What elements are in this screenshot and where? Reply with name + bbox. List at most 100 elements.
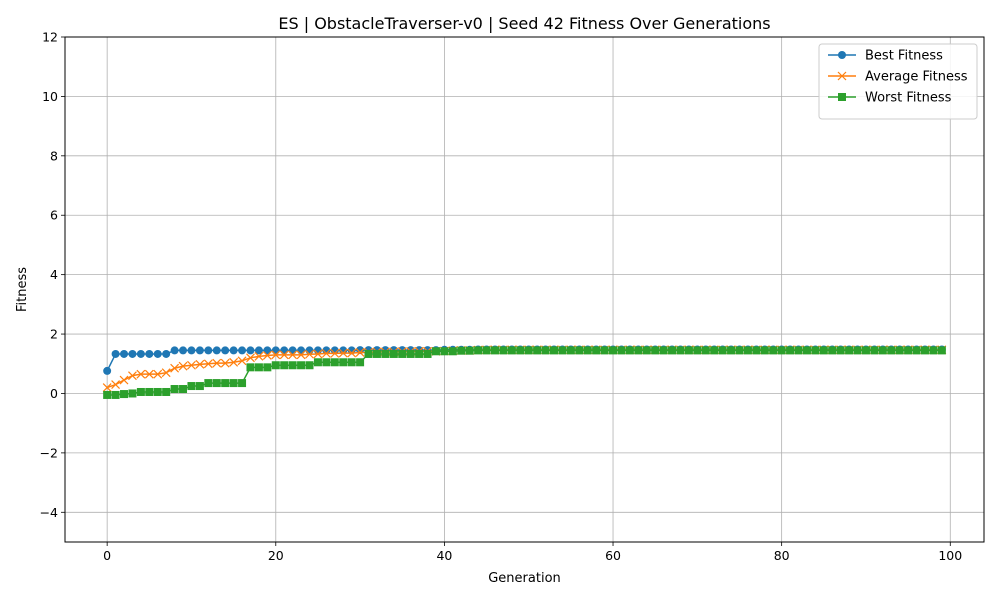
data-point-average-fitness	[262, 351, 272, 360]
data-point-best-fitness	[330, 346, 339, 355]
data-point-worst-fitness	[845, 346, 854, 355]
y-tick-label: 2	[50, 327, 58, 342]
data-point-worst-fitness	[920, 346, 929, 355]
data-point-worst-fitness	[743, 346, 752, 355]
data-point-worst-fitness	[794, 346, 803, 355]
data-point-worst-fitness	[313, 358, 322, 367]
data-point-best-fitness	[136, 349, 145, 358]
data-point-worst-fitness	[221, 379, 230, 388]
data-point-average-fitness	[246, 353, 255, 363]
data-point-worst-fitness	[195, 382, 204, 391]
legend-item: Worst Fitness	[828, 91, 952, 106]
series-line-worst-fitness	[107, 349, 942, 396]
legend-item: Best Fitness	[828, 49, 943, 64]
legend-item: Average Fitness	[828, 70, 968, 85]
data-point-average-fitness	[347, 348, 357, 358]
y-tick-label: 6	[50, 208, 58, 223]
data-point-worst-fitness	[431, 347, 440, 356]
data-point-worst-fitness	[372, 349, 381, 358]
data-point-worst-fitness	[103, 390, 112, 399]
data-point-average-fitness	[153, 369, 163, 379]
series-layer	[102, 345, 947, 399]
data-point-worst-fitness	[212, 379, 221, 388]
data-point-worst-fitness	[204, 379, 213, 388]
legend: Best Fitness Average Fitness Worst Fitness	[818, 43, 978, 120]
data-point-best-fitness	[145, 349, 154, 358]
data-point-average-fitness	[102, 383, 112, 392]
data-point-worst-fitness	[777, 346, 786, 355]
chart-title: ES | ObstacleTraverser-v0 | Seed 42 Fitn…	[278, 14, 770, 33]
data-point-worst-fitness	[187, 382, 196, 391]
data-point-best-fitness	[254, 346, 263, 355]
data-point-best-fitness	[204, 346, 213, 355]
y-tick-label: −4	[40, 505, 58, 520]
data-point-average-fitness	[321, 348, 331, 358]
data-point-worst-fitness	[111, 390, 120, 399]
data-point-best-fitness	[120, 349, 129, 358]
data-point-worst-fitness	[246, 363, 255, 372]
data-point-worst-fitness	[870, 346, 879, 355]
data-point-worst-fitness	[423, 349, 432, 358]
data-point-average-fitness	[229, 357, 239, 367]
data-point-average-fitness	[203, 359, 213, 369]
data-point-worst-fitness	[263, 363, 272, 372]
legend-box	[818, 43, 978, 120]
data-point-worst-fitness	[819, 346, 828, 355]
data-point-worst-fitness	[929, 346, 938, 355]
data-point-average-fitness	[170, 363, 180, 373]
data-point-worst-fitness	[288, 361, 297, 370]
legend-label: Worst Fitness	[865, 91, 952, 106]
data-point-worst-fitness	[853, 346, 862, 355]
data-point-best-fitness	[229, 346, 238, 355]
data-point-worst-fitness	[693, 346, 702, 355]
data-point-average-fitness	[111, 380, 121, 389]
data-point-worst-fitness	[136, 387, 145, 396]
data-point-average-fitness	[220, 358, 230, 368]
y-tick-label: 4	[50, 267, 58, 282]
data-point-average-fitness	[119, 375, 129, 385]
data-point-worst-fitness	[887, 346, 896, 355]
legend-marker	[838, 93, 846, 101]
data-point-average-fitness	[136, 369, 146, 379]
x-tick-label: 0	[103, 548, 111, 563]
y-axis: −4 −2 0 2 4 6 8 10 12	[40, 30, 65, 520]
data-point-worst-fitness	[642, 346, 651, 355]
data-point-average-fitness	[178, 361, 188, 371]
data-point-best-fitness	[288, 346, 297, 355]
data-point-worst-fitness	[448, 347, 457, 356]
data-point-worst-fitness	[575, 346, 584, 355]
data-point-average-fitness	[330, 348, 340, 358]
data-point-worst-fitness	[533, 346, 542, 355]
data-point-average-fitness	[279, 350, 289, 360]
plot-frame	[64, 36, 985, 543]
data-point-worst-fitness	[752, 346, 761, 355]
data-point-best-fitness	[322, 346, 331, 355]
data-point-worst-fitness	[465, 346, 474, 355]
data-point-worst-fitness	[364, 349, 373, 358]
data-point-worst-fitness	[684, 346, 693, 355]
data-point-average-fitness	[187, 360, 196, 370]
data-point-best-fitness	[238, 346, 247, 355]
data-point-worst-fitness	[617, 346, 626, 355]
data-point-worst-fitness	[583, 346, 592, 355]
data-point-best-fitness	[103, 366, 112, 375]
data-point-average-fitness	[195, 359, 205, 369]
data-point-worst-fitness	[179, 385, 188, 394]
data-point-worst-fitness	[836, 346, 845, 355]
data-point-best-fitness	[280, 346, 289, 355]
data-point-average-fitness	[305, 349, 314, 359]
data-point-worst-fitness	[516, 346, 525, 355]
data-point-worst-fitness	[398, 349, 407, 358]
data-point-worst-fitness	[499, 346, 508, 355]
data-point-worst-fitness	[145, 387, 154, 396]
data-point-worst-fitness	[592, 346, 601, 355]
data-point-worst-fitness	[297, 361, 306, 370]
data-point-best-fitness	[263, 346, 272, 355]
data-point-worst-fitness	[347, 358, 356, 367]
data-point-worst-fitness	[153, 387, 162, 396]
y-tick-label: 12	[42, 30, 58, 45]
data-point-worst-fitness	[760, 346, 769, 355]
data-point-worst-fitness	[170, 385, 179, 394]
data-point-best-fitness	[246, 346, 255, 355]
